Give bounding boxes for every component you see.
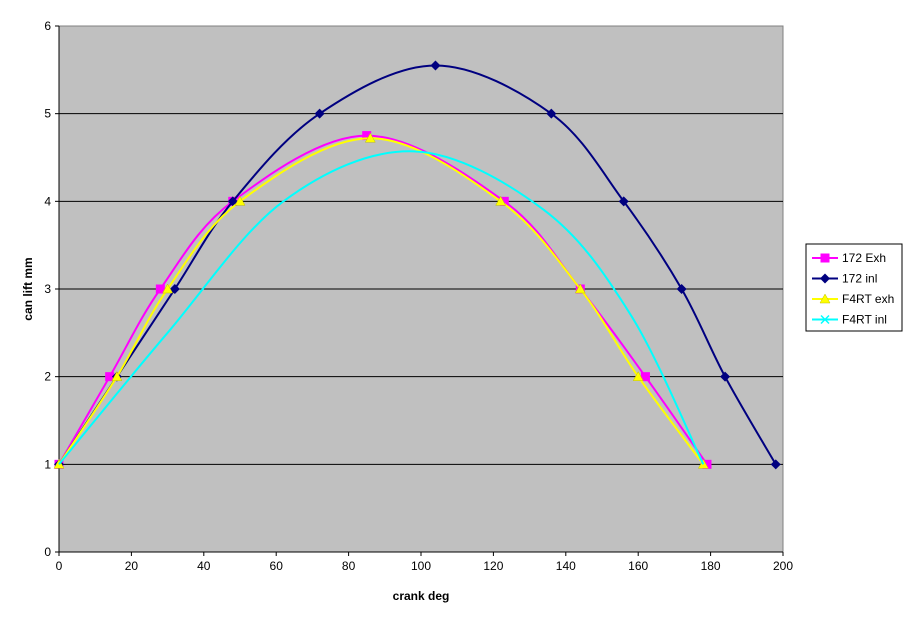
legend-swatch-marker: [820, 273, 830, 284]
x-tick-label: 80: [342, 559, 356, 573]
data-point: [169, 284, 180, 294]
legend-swatch-marker: [820, 253, 830, 263]
x-tick-label: 140: [556, 559, 576, 573]
legend-entry-1: 172 inl: [812, 272, 877, 286]
data-point: [720, 371, 731, 382]
x-tick-label: 20: [125, 559, 139, 573]
data-point: [495, 195, 507, 206]
data-point: [111, 371, 123, 381]
y-tick-label: 3: [44, 282, 51, 296]
x-tick-label: 0: [56, 559, 63, 573]
y-tick-label: 5: [44, 107, 51, 121]
x-tick-label: 60: [270, 559, 284, 573]
data-point: [162, 283, 174, 294]
data-point: [430, 60, 441, 71]
y-tick-label: 2: [44, 370, 51, 384]
legend-entry-0: 172 Exh: [812, 251, 886, 265]
data-point: [546, 108, 557, 119]
x-tick-label: 180: [701, 559, 721, 573]
x-tick-label: 200: [773, 559, 793, 573]
legend-swatch-marker: [819, 293, 831, 304]
x-tick-label: 100: [411, 559, 431, 573]
series-line: [58, 150, 705, 465]
data-point: [618, 196, 629, 207]
data-point: [155, 284, 165, 294]
y-axis-title: can lift mm: [21, 257, 35, 320]
data-point: [314, 108, 325, 119]
legend-label: F4RT inl: [842, 313, 887, 327]
x-tick-label: 40: [197, 559, 211, 573]
data-point: [640, 372, 650, 382]
legend-entry-2: F4RT exh: [812, 292, 894, 306]
legend-label: 172 inl: [842, 272, 877, 286]
legend: 172 Exh 172 inl F4RT exh F4RT inl: [805, 243, 903, 332]
series-3: [58, 150, 705, 465]
legend-label: F4RT exh: [842, 292, 894, 306]
data-point: [574, 283, 586, 294]
data-point: [632, 371, 644, 381]
series-2: [53, 132, 709, 469]
data-point: [770, 459, 781, 470]
series-layer: [53, 60, 781, 470]
x-tick-label: 160: [628, 559, 648, 573]
data-point: [364, 132, 376, 143]
data-point: [234, 195, 246, 206]
x-tick-label: 120: [483, 559, 503, 573]
x-axis-title: crank deg: [393, 589, 450, 603]
data-point: [676, 284, 687, 294]
legend-swatch-marker: [820, 314, 830, 325]
y-tick-label: 0: [44, 545, 51, 559]
y-tick-label: 4: [44, 194, 51, 208]
legend-entry-3: F4RT inl: [812, 313, 887, 327]
y-tick-label: 1: [44, 457, 51, 471]
y-tick-label: 6: [44, 19, 51, 33]
legend-label: 172 Exh: [842, 251, 886, 265]
